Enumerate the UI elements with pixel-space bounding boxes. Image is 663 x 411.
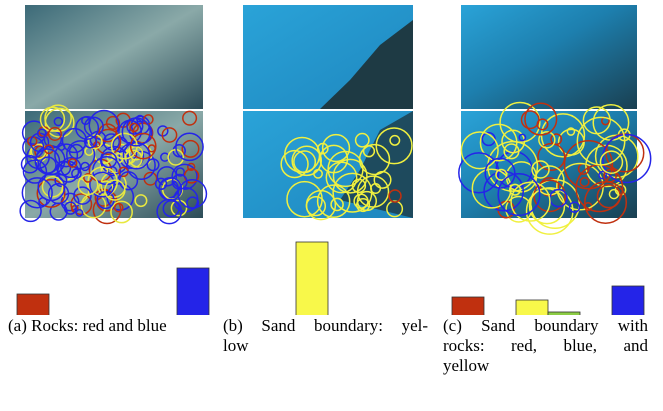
photo	[25, 5, 203, 109]
figure: (a) Rocks: red and blue (b) Sand boundary…	[0, 0, 663, 411]
caption-line: yellow	[443, 356, 648, 376]
caption-line: rocks: red, blue, and	[443, 336, 648, 356]
bar	[296, 242, 328, 315]
bar	[516, 300, 548, 315]
caption-line: (b) Sand boundary: yel-	[223, 316, 428, 336]
caption-line: (a) Rocks: red and blue	[8, 316, 213, 336]
bar	[177, 268, 209, 315]
caption-line: (c) Sand boundary with	[443, 316, 648, 336]
bar	[612, 286, 644, 315]
bar	[452, 297, 484, 315]
figure-graphics	[0, 0, 663, 315]
photo	[461, 5, 637, 109]
caption-line: low	[223, 336, 428, 356]
caption: (b) Sand boundary: yel-low	[223, 316, 428, 356]
bar	[548, 312, 580, 315]
caption: (a) Rocks: red and blue	[8, 316, 213, 336]
bar	[17, 294, 49, 315]
